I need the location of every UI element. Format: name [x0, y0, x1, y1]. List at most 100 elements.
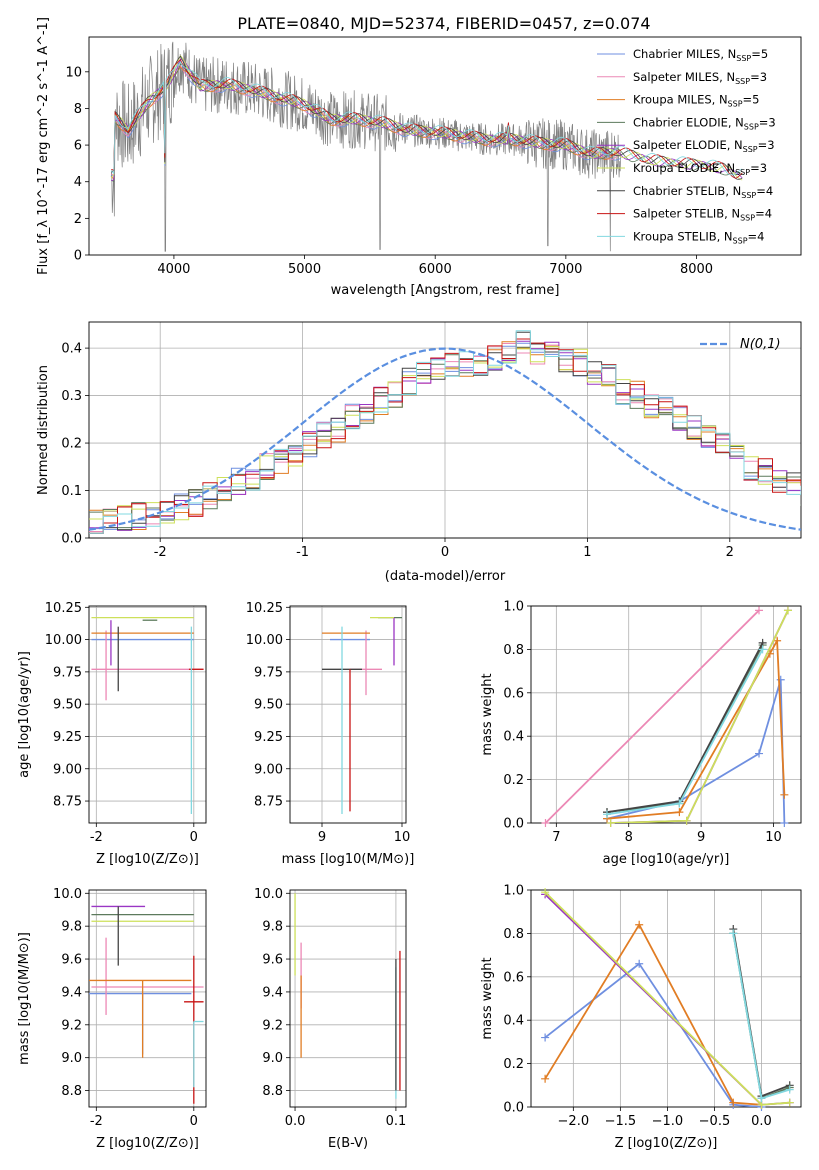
- weight-marker: [729, 929, 738, 938]
- y-tick-label: 0: [74, 249, 82, 264]
- model-spectrum: [110, 63, 743, 182]
- weight-marker: [541, 1074, 550, 1083]
- legend-tail: =4: [748, 229, 765, 243]
- x-tick-label: −1.0: [652, 1114, 684, 1129]
- x-tick-label: −2.0: [558, 1114, 590, 1129]
- weight-marker: [780, 790, 789, 799]
- y-tick-label: 2: [74, 212, 82, 227]
- y-tick-label: 0.0: [503, 817, 524, 832]
- panel-mass-vs-z: -2 0 8.8 9.0 9.2 9.4 9.6 9.8 10.0 Z [log10(Z/Z⊙)]…: [17, 887, 207, 1151]
- y-tick-label: 0.2: [503, 773, 524, 788]
- axes-frame: [88, 605, 207, 824]
- model-spectrum: [110, 54, 743, 181]
- legend-subscript: SSP: [744, 122, 759, 131]
- legend-tail: =4: [755, 207, 772, 221]
- x-tick-label: 0.0: [751, 1114, 772, 1129]
- weight-marker: [757, 1094, 766, 1103]
- x-tick-label: 9: [697, 830, 705, 845]
- x-axis-label: Z [log10(Z/Z⊙)]: [615, 1136, 718, 1151]
- panel-massweight-vs-age: 7 8 9 10 0.0 0.2 0.4 0.6 0.8 1.0 age [log10(age/yr…: [480, 600, 802, 867]
- weight-marker: [675, 799, 684, 808]
- legend-label: N(0,1): [740, 337, 781, 352]
- x-tick-label: 8: [625, 830, 633, 845]
- panel-massweight-vs-z: −2.0 −1.5 −1.0 −0.5 0.0 0.0 0.2 0.4 0.6 0.8 1.0 Z […: [480, 884, 802, 1151]
- model-spectrum: [110, 61, 743, 176]
- y-axis-label: mass weight: [480, 957, 495, 1039]
- legend-tail: =3: [759, 115, 776, 129]
- legend-label: Kroupa ELODIE, NSSP=3: [633, 161, 767, 177]
- y-tick-label: 10.25: [246, 601, 283, 616]
- legend-subscript: SSP: [743, 145, 758, 154]
- x-tick-label: 0: [190, 1114, 198, 1129]
- weight-marker: [682, 816, 691, 825]
- y-tick-label: 10.00: [45, 633, 82, 648]
- y-tick-label: 0.8: [503, 643, 524, 658]
- x-tick-label: 9: [318, 830, 326, 845]
- y-tick-label: 8.75: [53, 795, 82, 810]
- weight-marker: [635, 959, 644, 968]
- x-tick-label: 10: [394, 830, 411, 845]
- legend-tail: =3: [750, 161, 767, 175]
- y-tick-label: 8.8: [262, 1084, 283, 1099]
- y-tick-label: 0.3: [61, 389, 82, 404]
- x-tick-label: 10: [765, 830, 782, 845]
- weight-marker: [541, 819, 550, 827]
- y-tick-label: 9.4: [262, 985, 283, 1000]
- x-tick-label: −0.5: [699, 1114, 731, 1129]
- x-axis-label: (data-model)/error: [385, 569, 506, 584]
- model-spectrum: [110, 66, 621, 180]
- weight-series: [544, 922, 762, 1106]
- legend-tail: =3: [750, 70, 767, 84]
- axes-frame: [289, 605, 407, 824]
- panel-age-vs-z: -2 0 8.75 9.00 9.25 9.50 9.75 10.00 10.25 Z [log1…: [17, 601, 207, 867]
- legend-subscript: SSP: [735, 168, 750, 177]
- model-spectrum: [111, 58, 743, 182]
- x-tick-label: 4000: [157, 262, 190, 277]
- legend-label: Salpeter STELIB, NSSP=4: [633, 207, 772, 223]
- panel-spectrum: 4000 5000 6000 7000 8000 0 2 4 6 8 10 wavelength [A…: [36, 17, 802, 298]
- weight-marker: [780, 819, 789, 827]
- panel-residuals: -2 -1 0 1 2 0.0 0.1 0.2 0.3 0.4 N(0,1) (data-model)…: [36, 321, 802, 584]
- x-tick-label: -2: [90, 1114, 103, 1129]
- y-axis-label: mass weight: [480, 673, 495, 755]
- axes-frame: [88, 36, 802, 256]
- y-axis-label: Flux [f_λ 10^-17 erg cm^-2 s^-1 A^-1]: [36, 17, 51, 275]
- figure-title: PLATE=0840, MJD=52374, FIBERID=0457, z=0…: [237, 14, 650, 33]
- residual-histogram: [89, 330, 801, 534]
- x-tick-label: 7000: [549, 262, 582, 277]
- x-tick-label: 0.1: [386, 1114, 407, 1129]
- legend-subscript: SSP: [735, 77, 750, 86]
- legend-tail: =5: [743, 93, 760, 107]
- y-tick-label: 9.50: [53, 698, 82, 713]
- y-tick-label: 10.0: [254, 887, 283, 902]
- y-tick-label: 0.4: [61, 342, 82, 357]
- panel-age-vs-mass: 9 10 8.75 9.00 9.25 9.50 9.75 10.00 10.25 mass [l…: [246, 601, 415, 867]
- x-tick-label: 5000: [288, 262, 321, 277]
- weight-marker: [606, 819, 615, 827]
- panel-mass-vs-ebv: 0.0 0.1 8.8 9.0 9.2 9.4 9.6 9.8 10.0 E(B-V): [254, 887, 407, 1151]
- y-tick-label: 9.8: [61, 920, 82, 935]
- axes-frame: [289, 889, 407, 1108]
- y-tick-label: 10.25: [45, 601, 82, 616]
- y-tick-label: 0.1: [61, 484, 82, 499]
- legend-subscript: SSP: [736, 54, 751, 63]
- y-tick-label: 8: [74, 102, 82, 117]
- legend-subscript: SSP: [733, 236, 748, 245]
- weight-marker: [635, 920, 644, 929]
- x-tick-label: 0: [190, 830, 198, 845]
- legend-label: Chabrier MILES, NSSP=5: [633, 47, 768, 63]
- weight-marker: [755, 606, 764, 615]
- x-axis-label: age [log10(age/yr)]: [603, 852, 730, 867]
- axes-frame: [88, 321, 802, 539]
- y-axis-label: mass [log10(M/M⊙)]: [17, 932, 32, 1065]
- legend-subscript: SSP: [741, 191, 756, 200]
- x-tick-label: −1.5: [605, 1114, 637, 1129]
- x-axis-label: Z [log10(Z/Z⊙)]: [96, 1136, 199, 1151]
- y-tick-label: 9.8: [262, 920, 283, 935]
- y-tick-label: 9.6: [61, 953, 82, 968]
- x-tick-label: -1: [296, 545, 309, 560]
- y-axis-label: age [log10(age/yr)]: [17, 651, 32, 778]
- x-tick-label: 2: [726, 545, 734, 560]
- y-tick-label: 8.75: [254, 795, 283, 810]
- y-tick-label: 9.0: [61, 1051, 82, 1066]
